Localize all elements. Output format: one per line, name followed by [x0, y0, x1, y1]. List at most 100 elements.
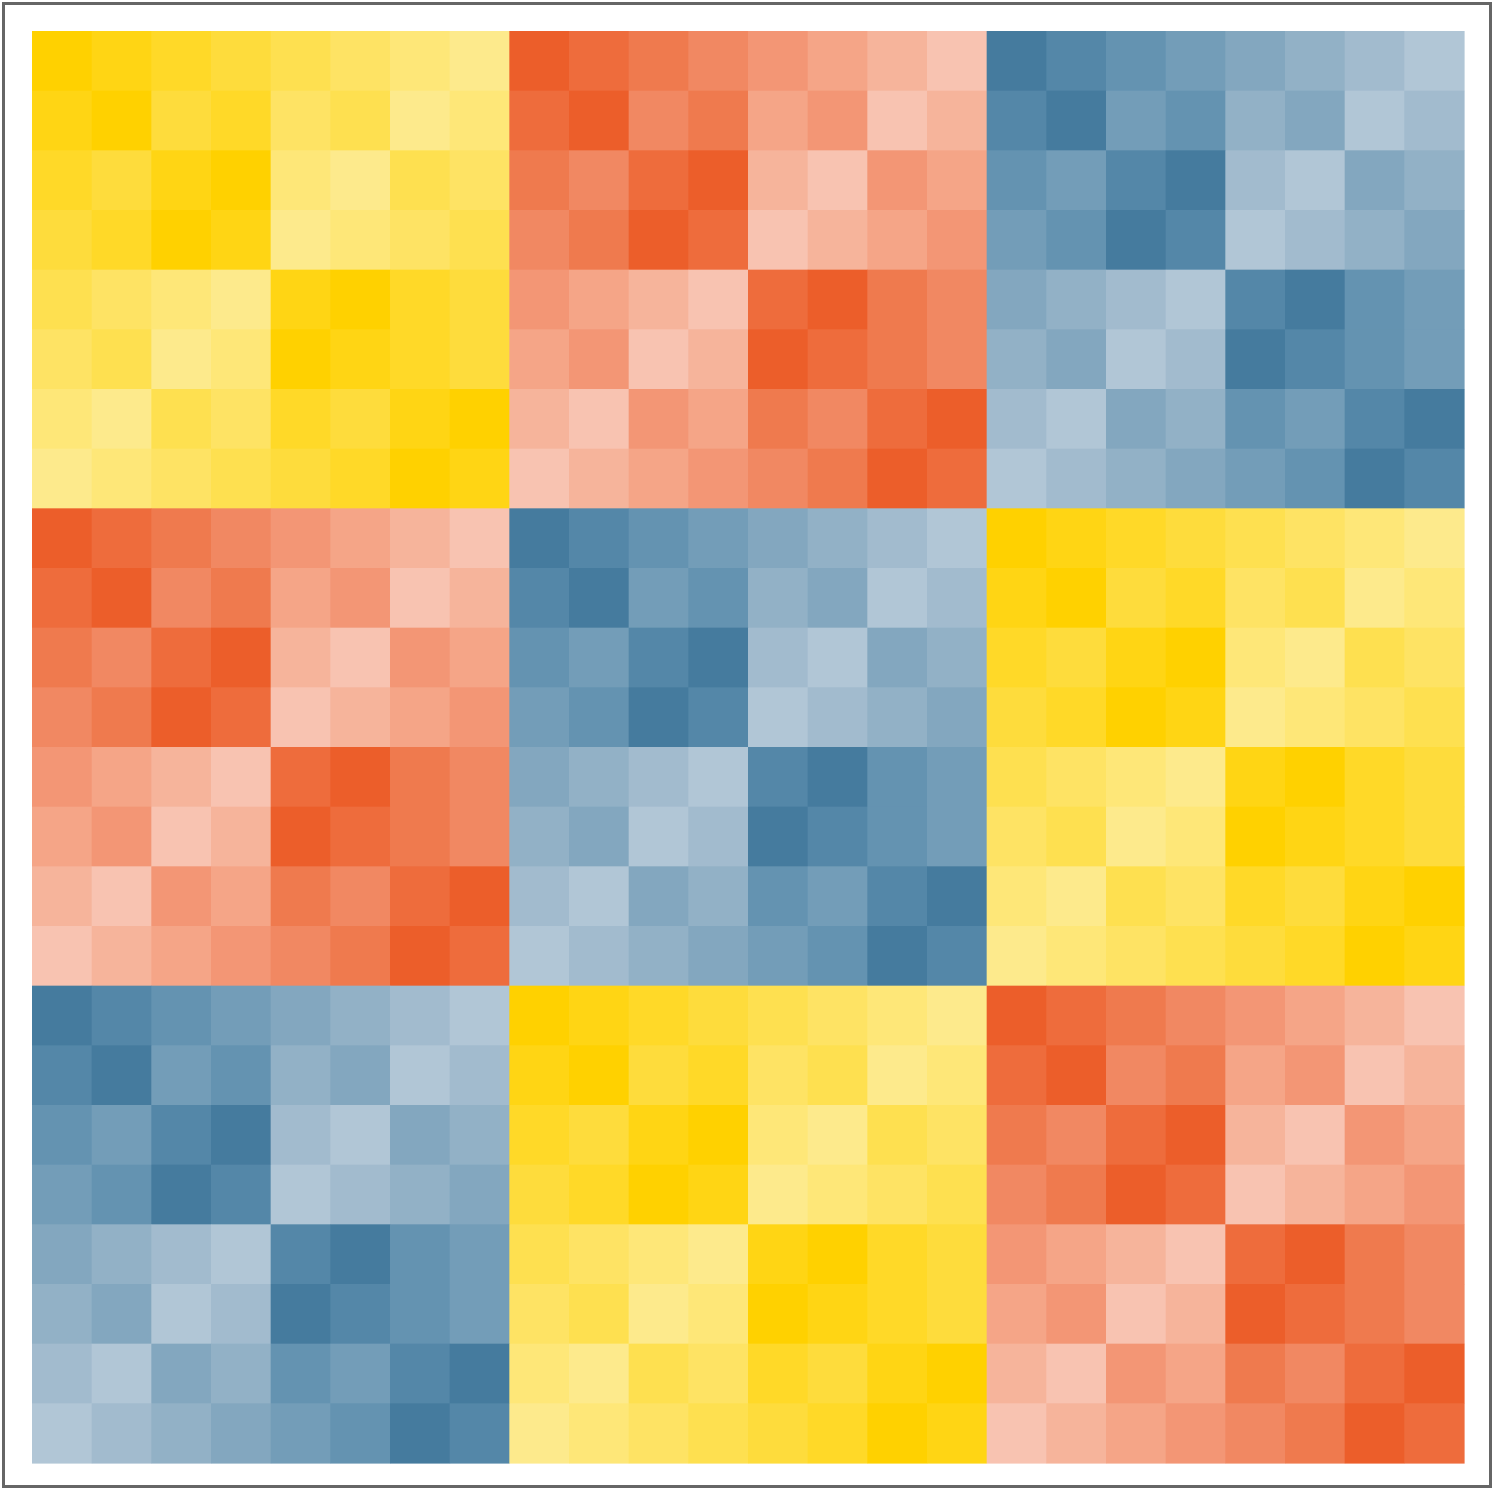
heatmap-cell: [628, 329, 689, 390]
heatmap-cell: [628, 1284, 689, 1345]
heatmap-cell: [1165, 568, 1226, 629]
heatmap-cell: [1404, 866, 1465, 927]
heatmap-cell: [449, 926, 510, 987]
heatmap-cell: [390, 1284, 451, 1345]
heatmap-cell: [867, 329, 928, 390]
heatmap-cell: [270, 985, 331, 1046]
heatmap-cell: [1404, 448, 1465, 509]
heatmap-cell: [1106, 448, 1167, 509]
heatmap-cell: [986, 687, 1047, 748]
heatmap-cell: [509, 90, 570, 151]
heatmap-cell: [748, 389, 809, 450]
heatmap-cell: [270, 627, 331, 688]
heatmap-cell: [509, 747, 570, 808]
heatmap-cell: [330, 568, 391, 629]
heatmap-cell: [1285, 747, 1346, 808]
heatmap-cell: [330, 1045, 391, 1106]
heatmap-cell: [569, 1403, 630, 1464]
heatmap-cell: [270, 866, 331, 927]
heatmap-cell: [91, 1224, 152, 1285]
heatmap-cell: [151, 1164, 212, 1225]
heatmap-cell: [91, 90, 152, 151]
heatmap-cell: [867, 1105, 928, 1166]
heatmap-cell: [211, 985, 272, 1046]
heatmap-cell: [330, 1403, 391, 1464]
heatmap-cell: [867, 806, 928, 867]
heatmap-cell: [1106, 1403, 1167, 1464]
heatmap-cell: [1165, 687, 1226, 748]
heatmap-cell: [32, 1045, 93, 1106]
heatmap-cell: [32, 90, 93, 151]
heatmap-cell: [32, 389, 93, 450]
heatmap-cell: [390, 985, 451, 1046]
heatmap-cell: [1046, 269, 1107, 330]
heatmap-cell: [509, 508, 570, 569]
heatmap-cell: [628, 747, 689, 808]
heatmap-cell: [1225, 568, 1286, 629]
heatmap-cell: [1344, 448, 1405, 509]
heatmap-cell: [1165, 1045, 1226, 1106]
heatmap-cell: [1344, 926, 1405, 987]
heatmap-cell: [1404, 1224, 1465, 1285]
heatmap-cell: [330, 985, 391, 1046]
heatmap-cell: [211, 1284, 272, 1345]
heatmap-cell: [807, 1343, 868, 1404]
heatmap-cell: [390, 1343, 451, 1404]
heatmap-cell: [390, 150, 451, 211]
heatmap-cell: [927, 1045, 988, 1106]
heatmap-cell: [509, 1403, 570, 1464]
heatmap-cell: [151, 1224, 212, 1285]
heatmap-cell: [330, 269, 391, 330]
heatmap-cell: [628, 1403, 689, 1464]
heatmap-cell: [151, 806, 212, 867]
heatmap-cell: [270, 687, 331, 748]
heatmap-cell: [1165, 210, 1226, 271]
heatmap-cell: [1344, 1045, 1405, 1106]
heatmap-cell: [509, 1105, 570, 1166]
heatmap-cell: [1404, 31, 1465, 92]
heatmap-cell: [449, 1045, 510, 1106]
heatmap-cell: [748, 568, 809, 629]
heatmap-cell: [1285, 687, 1346, 748]
heatmap-cell: [91, 806, 152, 867]
heatmap-cell: [1106, 1045, 1167, 1106]
heatmap-cell: [151, 1403, 212, 1464]
heatmap-cell: [449, 1284, 510, 1345]
heatmap-cell: [151, 866, 212, 927]
heatmap-cell: [390, 508, 451, 569]
heatmap-cell: [270, 1045, 331, 1106]
heatmap-cell: [1404, 1105, 1465, 1166]
heatmap-cell: [986, 1164, 1047, 1225]
heatmap-cell: [1106, 1164, 1167, 1225]
heatmap-cell: [32, 1343, 93, 1404]
heatmap-cell: [91, 926, 152, 987]
heatmap-cell: [1285, 1284, 1346, 1345]
heatmap-cell: [1404, 806, 1465, 867]
heatmap-cell: [390, 448, 451, 509]
heatmap-cell: [270, 269, 331, 330]
heatmap-cell: [509, 627, 570, 688]
heatmap-cell: [1225, 1343, 1286, 1404]
heatmap-cell: [1344, 329, 1405, 390]
heatmap-cell: [807, 627, 868, 688]
heatmap-cell: [748, 329, 809, 390]
heatmap-cell: [1046, 389, 1107, 450]
heatmap-cell: [509, 150, 570, 211]
heatmap-cell: [986, 1284, 1047, 1345]
heatmap-cell: [1165, 806, 1226, 867]
heatmap-cell: [569, 150, 630, 211]
heatmap-cell: [986, 150, 1047, 211]
heatmap-cell: [1225, 1164, 1286, 1225]
heatmap-cell: [867, 269, 928, 330]
heatmap-cell: [1344, 866, 1405, 927]
heatmap-cell: [1344, 31, 1405, 92]
heatmap-cell: [330, 508, 391, 569]
heatmap-cell: [1225, 1224, 1286, 1285]
heatmap-cell: [748, 687, 809, 748]
heatmap-cell: [390, 269, 451, 330]
heatmap-cell: [807, 1284, 868, 1345]
heatmap-cell: [748, 1105, 809, 1166]
heatmap-cell: [509, 1284, 570, 1345]
heatmap-cell: [748, 1224, 809, 1285]
